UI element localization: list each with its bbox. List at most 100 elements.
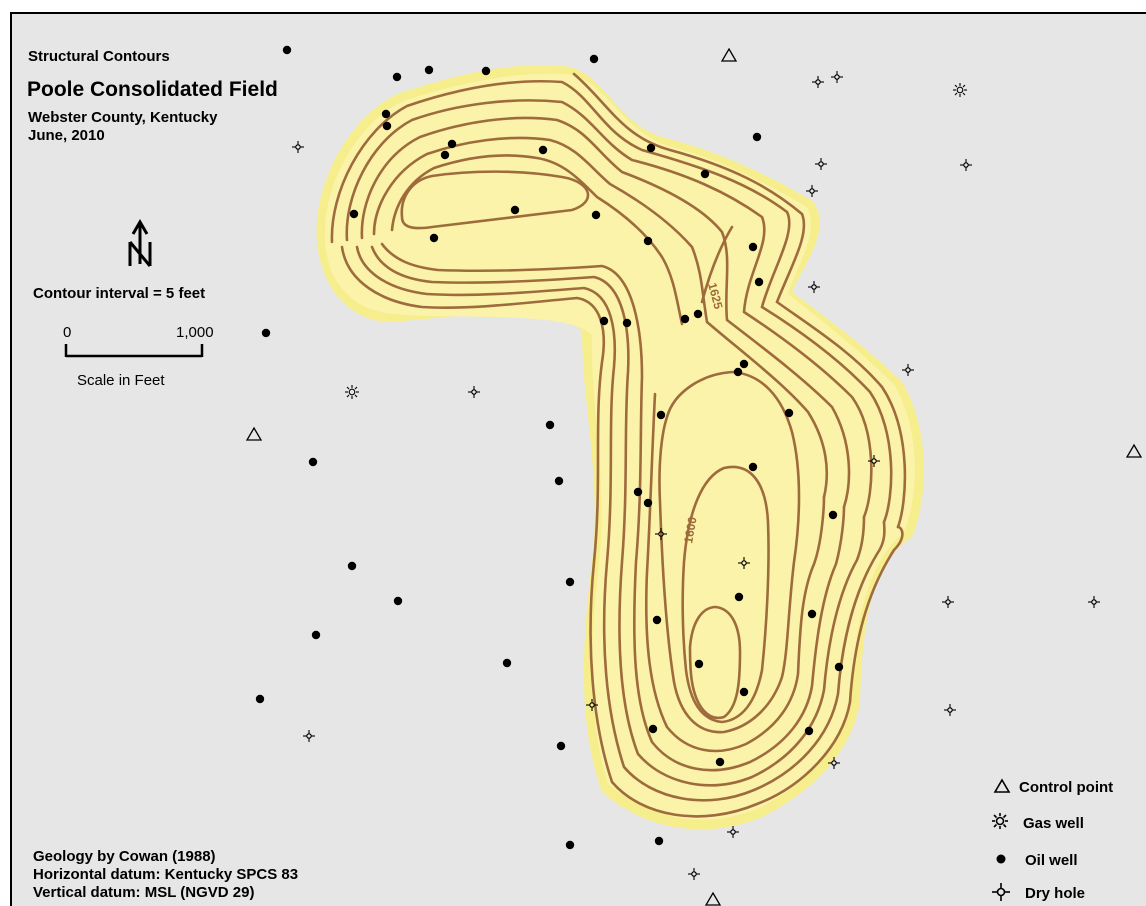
oil-well-icon — [565, 577, 575, 587]
oil-well-icon — [556, 741, 566, 751]
map-date: June, 2010 — [28, 127, 105, 144]
oil-well-icon — [565, 840, 575, 850]
contour-label-1600: 1600 — [681, 515, 699, 544]
oil-well-icon — [643, 498, 653, 508]
contour-labels: 1625 1600 — [681, 281, 725, 544]
oil-well-icon — [754, 277, 764, 287]
oil-well-icon — [447, 139, 457, 149]
oil-well-icon — [694, 659, 704, 669]
scale-caption: Scale in Feet — [77, 372, 165, 389]
oil-well-icon — [393, 596, 403, 606]
oil-well-icon — [255, 694, 265, 704]
oil-well-icon — [481, 66, 491, 76]
legend-symbols — [992, 778, 1011, 901]
oil-well-icon — [591, 210, 601, 220]
contour-line — [572, 72, 907, 529]
contour-line — [400, 170, 590, 230]
oil-well-icon — [589, 54, 599, 64]
oil-well-icon — [392, 72, 402, 82]
field-area — [316, 65, 924, 830]
contour-line — [355, 245, 886, 802]
oil-well-icon — [748, 462, 758, 472]
oil-well-icon — [599, 316, 609, 326]
oil-well-icon — [282, 45, 292, 55]
dry-hole-icon — [868, 455, 880, 467]
dry-hole-icon — [738, 557, 750, 569]
contour-line — [380, 242, 846, 772]
contour-line — [658, 370, 801, 734]
dry-hole-icon — [688, 868, 700, 880]
oil-well-icon — [545, 420, 555, 430]
dry-hole-icon — [815, 158, 827, 170]
field-fill — [324, 73, 915, 820]
north-arrow-icon — [128, 219, 152, 267]
control-point-icon — [1125, 443, 1143, 458]
oil-well-icon — [349, 209, 359, 219]
dry-hole-icon — [944, 704, 956, 716]
dry-hole-icon — [806, 185, 818, 197]
dry-hole-icon — [655, 528, 667, 540]
oil-well-icon — [656, 410, 666, 420]
dry-hole-icon — [727, 826, 739, 838]
dry-hole-icon — [812, 76, 824, 88]
scale-bar — [64, 344, 204, 358]
oil-well-icon — [715, 757, 725, 767]
oil-well-icon — [646, 143, 656, 153]
control-point-icon — [993, 778, 1011, 793]
contour-line — [345, 99, 873, 519]
contour-lines — [330, 72, 907, 818]
gas-well-icon — [953, 83, 967, 97]
oil-well-icon — [643, 236, 653, 246]
oil-well-icon — [347, 561, 357, 571]
map-canvas[interactable]: 1625 1600 — [12, 14, 1146, 906]
oil-well-icon — [748, 242, 758, 252]
contour-line — [372, 136, 829, 499]
oil-well-icon — [700, 169, 710, 179]
legend-label-gas-well: Gas well — [1023, 815, 1084, 832]
oil-well-icon — [804, 726, 814, 736]
legend-label-control-point: Control point — [1019, 779, 1114, 796]
well-symbols — [245, 45, 1143, 906]
oil-well-icon — [554, 476, 564, 486]
contour-line — [340, 245, 904, 818]
contour-line — [681, 465, 770, 724]
credit-vertical-datum: Vertical datum: MSL (NGVD 29) — [33, 884, 255, 901]
dry-hole-icon — [992, 883, 1010, 901]
dry-hole-icon — [586, 699, 598, 711]
oil-well-icon — [440, 150, 450, 160]
legend-label-dry-hole: Dry hole — [1025, 885, 1086, 902]
contour-line — [370, 245, 866, 787]
oil-well-icon — [784, 408, 794, 418]
dry-hole-icon — [828, 757, 840, 769]
control-point-icon — [245, 426, 263, 441]
oil-well-icon — [739, 359, 749, 369]
oil-well-icon — [680, 314, 690, 324]
oil-well-icon — [733, 367, 743, 377]
oil-well-icon — [996, 854, 1006, 864]
oil-well-icon — [502, 658, 512, 668]
oil-well-icon — [652, 615, 662, 625]
oil-well-icon — [734, 592, 744, 602]
gas-well-icon — [345, 385, 359, 399]
dry-hole-icon — [942, 596, 954, 608]
dry-hole-icon — [808, 281, 820, 293]
map-title: Poole Consolidated Field — [27, 78, 278, 101]
oil-well-icon — [828, 510, 838, 520]
scale-end-label: 1,000 — [176, 324, 214, 341]
oil-well-icon — [424, 65, 434, 75]
contour-line — [700, 225, 734, 304]
oil-well-icon — [311, 630, 321, 640]
oil-well-icon — [381, 109, 391, 119]
gas-well-icon — [992, 813, 1008, 829]
contour-line — [330, 79, 893, 524]
oil-well-icon — [510, 205, 520, 215]
dry-hole-icon — [292, 141, 304, 153]
oil-well-icon — [739, 687, 749, 697]
oil-well-icon — [752, 132, 762, 142]
map-kicker: Structural Contours — [28, 48, 170, 65]
contour-line — [360, 116, 851, 509]
map-location: Webster County, Kentucky — [28, 109, 218, 126]
oil-well-icon — [807, 609, 817, 619]
dry-hole-icon — [303, 730, 315, 742]
map-frame: 1625 1600 — [10, 12, 1146, 906]
